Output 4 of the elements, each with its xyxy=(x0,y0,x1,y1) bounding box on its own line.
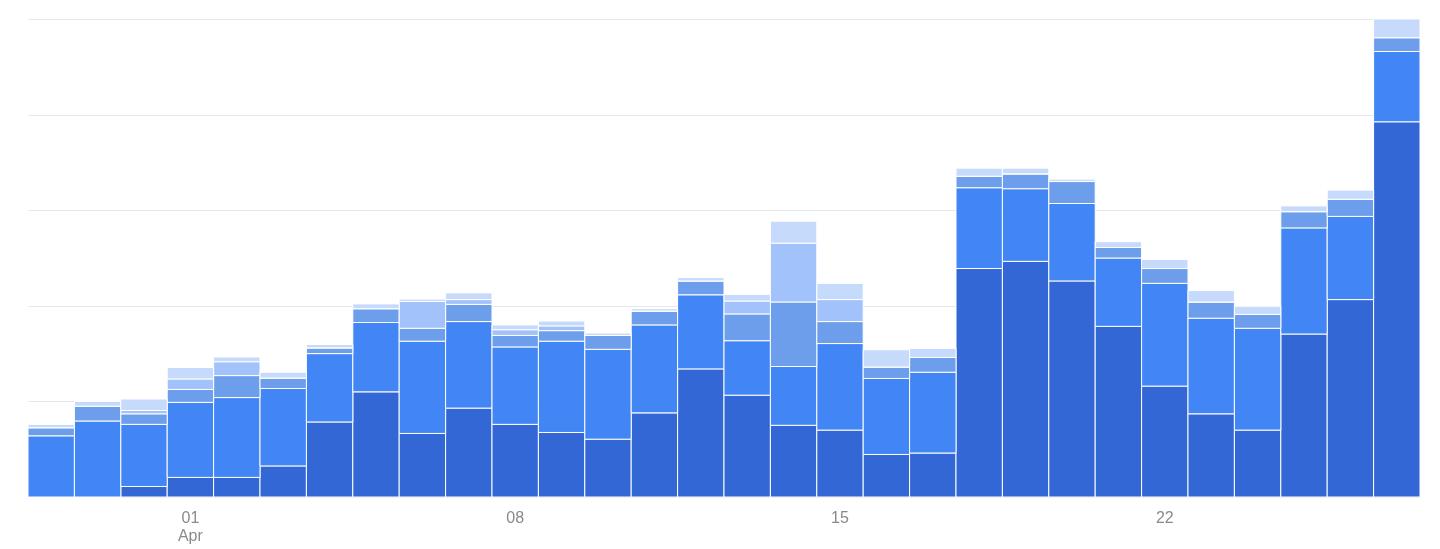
x-tick-label: 01 Apr xyxy=(177,508,204,544)
x-tick-label: 08 xyxy=(506,508,525,526)
x-tick-label: 22 xyxy=(1155,508,1174,526)
x-tick-label: 15 xyxy=(831,508,849,526)
